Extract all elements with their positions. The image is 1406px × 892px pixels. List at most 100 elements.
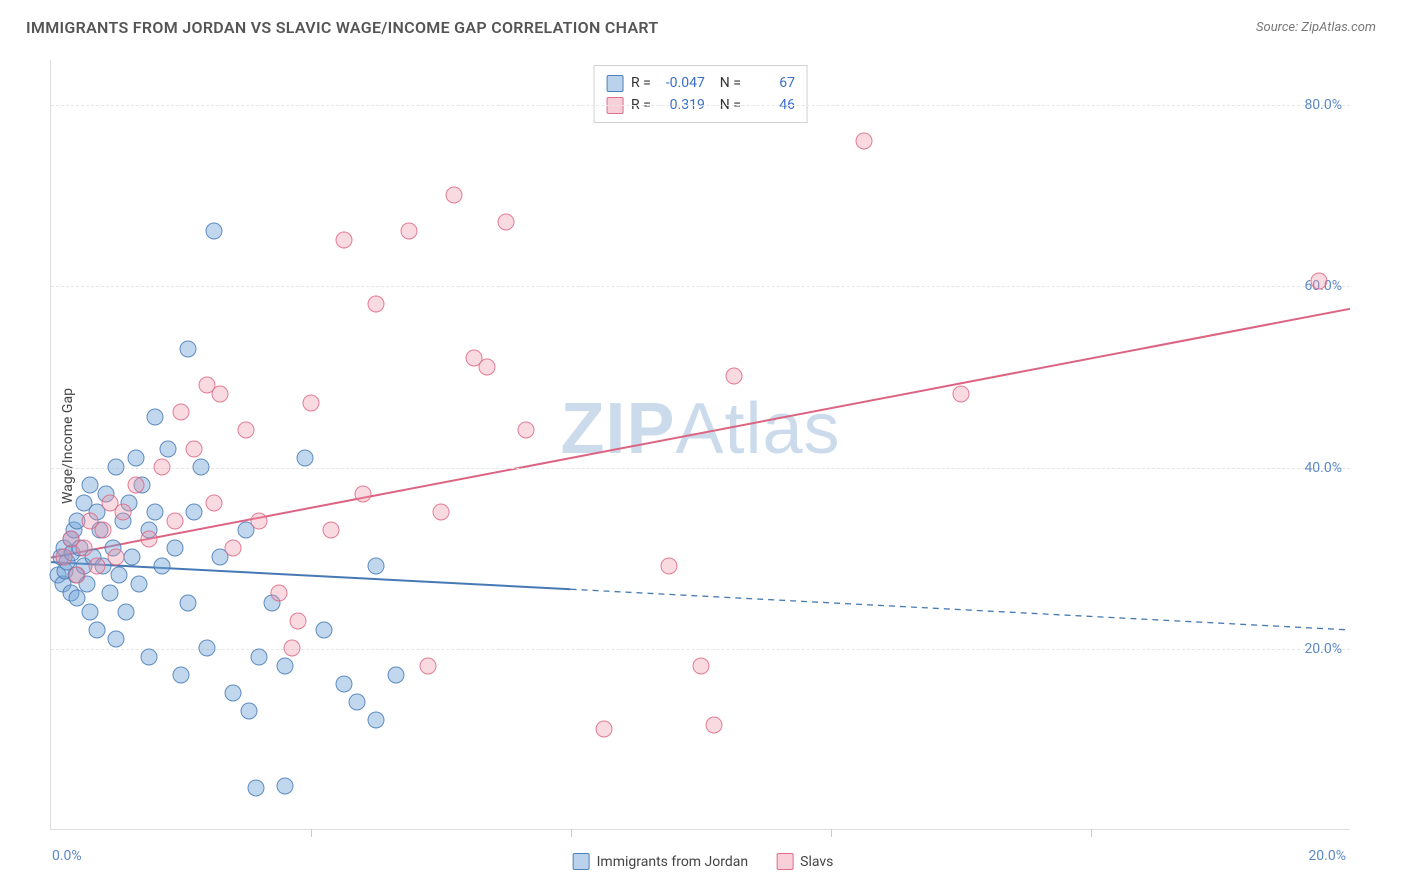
scatter-point-slavs bbox=[953, 386, 970, 403]
scatter-point-jordan bbox=[199, 639, 216, 656]
scatter-point-jordan bbox=[368, 712, 385, 729]
scatter-point-jordan bbox=[130, 576, 147, 593]
scatter-point-jordan bbox=[140, 648, 157, 665]
scatter-point-jordan bbox=[108, 458, 125, 475]
scatter-point-slavs bbox=[88, 558, 105, 575]
scatter-point-jordan bbox=[296, 449, 313, 466]
scatter-point-slavs bbox=[1310, 272, 1327, 289]
scatter-point-jordan bbox=[82, 476, 99, 493]
scatter-point-slavs bbox=[478, 359, 495, 376]
source-label: Source: ZipAtlas.com bbox=[1256, 20, 1376, 35]
y-tick-label: 80.0% bbox=[1304, 97, 1342, 113]
trend-line-dash-jordan bbox=[571, 589, 1350, 630]
stats-row-jordan: R = -0.047 N = 67 bbox=[606, 72, 795, 94]
scatter-point-jordan bbox=[88, 621, 105, 638]
trend-line-jordan bbox=[51, 562, 571, 589]
scatter-point-jordan bbox=[166, 540, 183, 557]
scatter-point-slavs bbox=[140, 531, 157, 548]
scatter-point-slavs bbox=[303, 395, 320, 412]
scatter-point-jordan bbox=[335, 676, 352, 693]
scatter-point-jordan bbox=[192, 458, 209, 475]
scatter-point-slavs bbox=[368, 295, 385, 312]
scatter-point-jordan bbox=[348, 694, 365, 711]
stat-r-label: R = bbox=[631, 72, 651, 94]
scatter-point-slavs bbox=[706, 716, 723, 733]
scatter-point-jordan bbox=[205, 223, 222, 240]
legend-label-slavs: Slavs bbox=[800, 854, 833, 870]
scatter-point-jordan bbox=[247, 780, 264, 797]
scatter-point-slavs bbox=[498, 214, 515, 231]
watermark-bold: ZIP bbox=[560, 389, 675, 469]
scatter-point-slavs bbox=[322, 522, 339, 539]
stat-n-jordan: 67 bbox=[749, 72, 795, 94]
stats-box: R = -0.047 N = 67 R = 0.319 N = 46 bbox=[593, 65, 808, 123]
scatter-point-jordan bbox=[111, 567, 128, 584]
scatter-point-jordan bbox=[368, 558, 385, 575]
gridline-h bbox=[51, 468, 1350, 469]
legend-bottom: Immigrants from Jordan Slavs bbox=[573, 853, 834, 870]
scatter-point-jordan bbox=[124, 549, 141, 566]
y-tick-label: 20.0% bbox=[1304, 641, 1342, 657]
x-tick bbox=[831, 829, 832, 837]
scatter-point-slavs bbox=[335, 232, 352, 249]
stat-r-jordan: -0.047 bbox=[659, 72, 705, 94]
x-tick bbox=[571, 829, 572, 837]
scatter-point-slavs bbox=[153, 458, 170, 475]
chart-container: IMMIGRANTS FROM JORDAN VS SLAVIC WAGE/IN… bbox=[0, 0, 1406, 892]
gridline-h bbox=[51, 286, 1350, 287]
scatter-point-jordan bbox=[251, 648, 268, 665]
scatter-point-slavs bbox=[420, 657, 437, 674]
scatter-point-slavs bbox=[95, 522, 112, 539]
swatch-blue-icon bbox=[606, 75, 623, 92]
scatter-point-jordan bbox=[147, 503, 164, 520]
scatter-point-slavs bbox=[186, 440, 203, 457]
scatter-point-slavs bbox=[225, 540, 242, 557]
scatter-point-jordan bbox=[160, 440, 177, 457]
scatter-point-slavs bbox=[270, 585, 287, 602]
scatter-point-jordan bbox=[179, 594, 196, 611]
x-tick bbox=[311, 829, 312, 837]
scatter-point-slavs bbox=[433, 503, 450, 520]
scatter-point-slavs bbox=[693, 657, 710, 674]
scatter-point-slavs bbox=[212, 386, 229, 403]
legend-label-jordan: Immigrants from Jordan bbox=[597, 854, 749, 870]
scatter-point-jordan bbox=[387, 667, 404, 684]
scatter-point-jordan bbox=[241, 703, 258, 720]
scatter-point-slavs bbox=[517, 422, 534, 439]
plot-area: ZIPAtlas R = -0.047 N = 67 R = 0.319 N =… bbox=[50, 60, 1350, 830]
stat-n-label: N = bbox=[713, 72, 741, 94]
scatter-point-jordan bbox=[153, 558, 170, 575]
x-tick-label-right: 20.0% bbox=[1308, 848, 1346, 864]
scatter-point-jordan bbox=[127, 449, 144, 466]
scatter-point-slavs bbox=[725, 368, 742, 385]
scatter-point-jordan bbox=[225, 685, 242, 702]
scatter-point-jordan bbox=[277, 657, 294, 674]
gridline-h bbox=[51, 105, 1350, 106]
scatter-point-slavs bbox=[283, 639, 300, 656]
legend-swatch-pink-icon bbox=[776, 853, 793, 870]
scatter-point-slavs bbox=[595, 721, 612, 738]
watermark-rest: Atlas bbox=[675, 389, 840, 469]
scatter-point-jordan bbox=[147, 408, 164, 425]
scatter-point-slavs bbox=[251, 513, 268, 530]
legend-item-jordan: Immigrants from Jordan bbox=[573, 853, 749, 870]
x-tick-label-left: 0.0% bbox=[52, 848, 82, 864]
scatter-point-slavs bbox=[69, 567, 86, 584]
scatter-point-jordan bbox=[173, 667, 190, 684]
scatter-point-slavs bbox=[56, 549, 73, 566]
scatter-point-jordan bbox=[108, 630, 125, 647]
scatter-point-slavs bbox=[166, 513, 183, 530]
scatter-point-slavs bbox=[114, 503, 131, 520]
scatter-point-jordan bbox=[179, 340, 196, 357]
scatter-point-slavs bbox=[205, 494, 222, 511]
scatter-point-slavs bbox=[173, 404, 190, 421]
legend-swatch-blue-icon bbox=[573, 853, 590, 870]
scatter-point-slavs bbox=[290, 612, 307, 629]
scatter-point-slavs bbox=[355, 485, 372, 502]
scatter-point-jordan bbox=[277, 777, 294, 794]
scatter-point-slavs bbox=[108, 549, 125, 566]
x-tick bbox=[1091, 829, 1092, 837]
scatter-point-slavs bbox=[127, 476, 144, 493]
scatter-point-slavs bbox=[660, 558, 677, 575]
scatter-point-slavs bbox=[75, 540, 92, 557]
